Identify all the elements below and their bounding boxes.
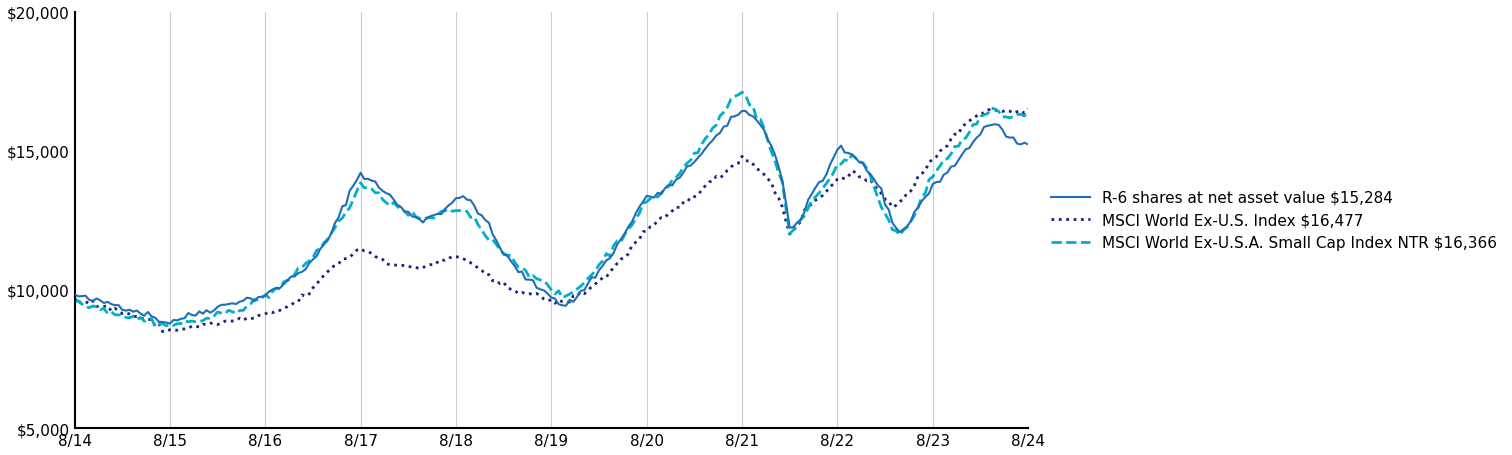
R-6 shares at net asset value $15,284 bbox=[733, 109, 751, 114]
MSCI World Ex-U.S.A. Small Cap Index NTR $16,366 bbox=[564, 289, 582, 295]
Line: MSCI World Ex-U.S.A. Small Cap Index NTR $16,366: MSCI World Ex-U.S.A. Small Cap Index NTR… bbox=[74, 93, 1028, 327]
MSCI World Ex-U.S.A. Small Cap Index NTR $16,366 bbox=[65, 299, 83, 305]
MSCI World Ex-U.S. Index $16,477 bbox=[883, 205, 901, 211]
R-6 shares at net asset value $15,284 bbox=[399, 210, 417, 215]
MSCI World Ex-U.S.A. Small Cap Index NTR $16,366 bbox=[399, 213, 417, 218]
R-6 shares at net asset value $15,284 bbox=[139, 309, 157, 315]
MSCI World Ex-U.S.A. Small Cap Index NTR $16,366 bbox=[1019, 110, 1037, 116]
R-6 shares at net asset value $15,284 bbox=[422, 214, 440, 220]
MSCI World Ex-U.S.A. Small Cap Index NTR $16,366 bbox=[422, 215, 440, 221]
Line: MSCI World Ex-U.S. Index $16,477: MSCI World Ex-U.S. Index $16,477 bbox=[74, 110, 1028, 332]
R-6 shares at net asset value $15,284 bbox=[65, 292, 83, 297]
MSCI World Ex-U.S. Index $16,477 bbox=[65, 295, 83, 301]
MSCI World Ex-U.S. Index $16,477 bbox=[124, 314, 142, 319]
MSCI World Ex-U.S. Index $16,477 bbox=[139, 317, 157, 322]
MSCI World Ex-U.S.A. Small Cap Index NTR $16,366 bbox=[733, 90, 751, 96]
MSCI World Ex-U.S. Index $16,477 bbox=[422, 262, 440, 268]
MSCI World Ex-U.S. Index $16,477 bbox=[399, 264, 417, 269]
MSCI World Ex-U.S.A. Small Cap Index NTR $16,366 bbox=[124, 313, 142, 319]
R-6 shares at net asset value $15,284 bbox=[888, 226, 906, 231]
MSCI World Ex-U.S.A. Small Cap Index NTR $16,366 bbox=[888, 228, 906, 234]
MSCI World Ex-U.S. Index $16,477 bbox=[564, 293, 582, 299]
R-6 shares at net asset value $15,284 bbox=[160, 321, 178, 327]
R-6 shares at net asset value $15,284 bbox=[124, 309, 142, 315]
Line: R-6 shares at net asset value $15,284: R-6 shares at net asset value $15,284 bbox=[74, 111, 1028, 324]
R-6 shares at net asset value $15,284 bbox=[564, 299, 582, 305]
R-6 shares at net asset value $15,284 bbox=[1019, 142, 1037, 148]
MSCI World Ex-U.S.A. Small Cap Index NTR $16,366 bbox=[139, 317, 157, 322]
MSCI World Ex-U.S. Index $16,477 bbox=[154, 329, 172, 334]
MSCI World Ex-U.S. Index $16,477 bbox=[1019, 107, 1037, 112]
MSCI World Ex-U.S.A. Small Cap Index NTR $16,366 bbox=[147, 324, 165, 329]
Legend: R-6 shares at net asset value $15,284, MSCI World Ex-U.S. Index $16,477, MSCI Wo: R-6 shares at net asset value $15,284, M… bbox=[1045, 184, 1503, 257]
